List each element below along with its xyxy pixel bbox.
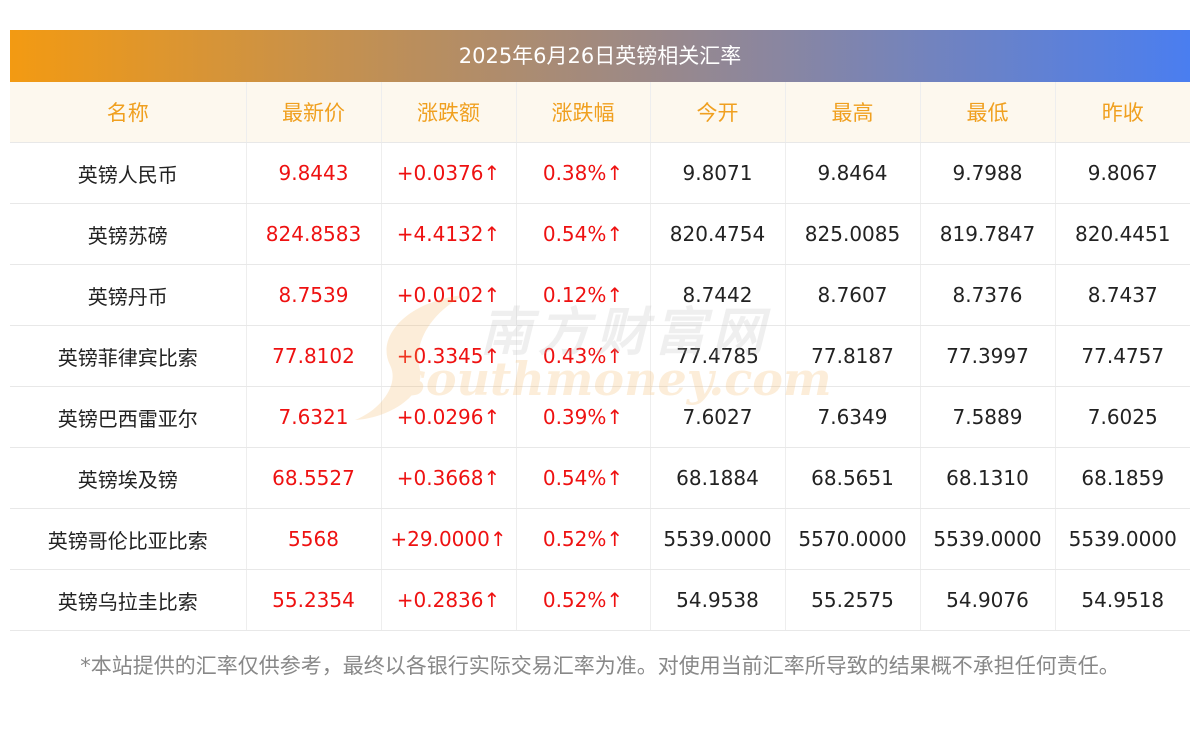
row-low: 54.9076 — [920, 569, 1056, 631]
row-low: 5539.0000 — [920, 508, 1056, 570]
row-change: +0.3345↑ — [381, 325, 517, 387]
row-pct: 0.52%↑ — [516, 569, 651, 631]
table-row: 英镑菲律宾比索 77.8102 +0.3345↑ 0.43%↑ 77.4785 … — [10, 325, 1190, 387]
row-change: +0.0102↑ — [381, 264, 517, 326]
row-high: 9.8464 — [785, 142, 921, 204]
row-pct: 0.38%↑ — [516, 142, 651, 204]
row-name: 英镑哥伦比亚比索 — [10, 508, 247, 570]
header-open: 今开 — [650, 82, 786, 143]
row-high: 55.2575 — [785, 569, 921, 631]
disclaimer: *本站提供的汇率仅供参考，最终以各银行实际交易汇率为准。对使用当前汇率所导致的结… — [80, 654, 1120, 678]
row-low: 68.1310 — [920, 447, 1056, 509]
row-latest: 68.5527 — [246, 447, 382, 509]
row-open: 54.9538 — [650, 569, 786, 631]
row-change: +0.0296↑ — [381, 386, 517, 448]
row-low: 819.7847 — [920, 203, 1056, 265]
table-row: 英镑埃及镑 68.5527 +0.3668↑ 0.54%↑ 68.1884 68… — [10, 447, 1190, 509]
row-high: 68.5651 — [785, 447, 921, 509]
row-change: +0.3668↑ — [381, 447, 517, 509]
row-open: 7.6027 — [650, 386, 786, 448]
row-name: 英镑人民币 — [10, 142, 247, 204]
row-name: 英镑埃及镑 — [10, 447, 247, 509]
row-prev: 820.4451 — [1055, 203, 1190, 265]
table-title: 2025年6月26日英镑相关汇率 — [10, 30, 1190, 82]
row-name: 英镑菲律宾比索 — [10, 325, 247, 387]
row-pct: 0.43%↑ — [516, 325, 651, 387]
row-prev: 5539.0000 — [1055, 508, 1190, 570]
header-pct: 涨跌幅 — [516, 82, 651, 143]
row-latest: 824.8583 — [246, 203, 382, 265]
row-latest: 7.6321 — [246, 386, 382, 448]
row-high: 825.0085 — [785, 203, 921, 265]
header-low: 最低 — [920, 82, 1056, 143]
row-latest: 55.2354 — [246, 569, 382, 631]
row-open: 9.8071 — [650, 142, 786, 204]
header-change: 涨跌额 — [381, 82, 517, 143]
row-change: +29.0000↑ — [381, 508, 517, 570]
row-high: 5570.0000 — [785, 508, 921, 570]
row-high: 8.7607 — [785, 264, 921, 326]
row-prev: 54.9518 — [1055, 569, 1190, 631]
row-pct: 0.39%↑ — [516, 386, 651, 448]
row-prev: 7.6025 — [1055, 386, 1190, 448]
row-latest: 9.8443 — [246, 142, 382, 204]
row-pct: 0.54%↑ — [516, 203, 651, 265]
row-low: 8.7376 — [920, 264, 1056, 326]
table-row: 英镑人民币 9.8443 +0.0376↑ 0.38%↑ 9.8071 9.84… — [10, 142, 1190, 204]
row-high: 77.8187 — [785, 325, 921, 387]
header-prev: 昨收 — [1055, 82, 1190, 143]
row-open: 820.4754 — [650, 203, 786, 265]
row-low: 9.7988 — [920, 142, 1056, 204]
row-change: +0.2836↑ — [381, 569, 517, 631]
table-row: 英镑丹币 8.7539 +0.0102↑ 0.12%↑ 8.7442 8.760… — [10, 264, 1190, 326]
row-prev: 68.1859 — [1055, 447, 1190, 509]
rates-card: 2025年6月26日英镑相关汇率 名称 最新价 涨跌额 涨跌幅 今开 最高 最低… — [10, 30, 1190, 631]
row-pct: 0.12%↑ — [516, 264, 651, 326]
row-high: 7.6349 — [785, 386, 921, 448]
row-name: 英镑乌拉圭比索 — [10, 569, 247, 631]
header-high: 最高 — [785, 82, 921, 143]
row-prev: 77.4757 — [1055, 325, 1190, 387]
row-open: 77.4785 — [650, 325, 786, 387]
row-prev: 9.8067 — [1055, 142, 1190, 204]
row-open: 5539.0000 — [650, 508, 786, 570]
table-row: 英镑巴西雷亚尔 7.6321 +0.0296↑ 0.39%↑ 7.6027 7.… — [10, 386, 1190, 448]
table-row: 英镑乌拉圭比索 55.2354 +0.2836↑ 0.52%↑ 54.9538 … — [10, 569, 1190, 631]
table-row: 英镑哥伦比亚比索 5568 +29.0000↑ 0.52%↑ 5539.0000… — [10, 508, 1190, 570]
row-open: 68.1884 — [650, 447, 786, 509]
row-name: 英镑丹币 — [10, 264, 247, 326]
row-low: 7.5889 — [920, 386, 1056, 448]
row-latest: 8.7539 — [246, 264, 382, 326]
row-latest: 77.8102 — [246, 325, 382, 387]
row-latest: 5568 — [246, 508, 382, 570]
row-change: +0.0376↑ — [381, 142, 517, 204]
row-name: 英镑苏磅 — [10, 203, 247, 265]
row-pct: 0.52%↑ — [516, 508, 651, 570]
row-prev: 8.7437 — [1055, 264, 1190, 326]
row-change: +4.4132↑ — [381, 203, 517, 265]
row-name: 英镑巴西雷亚尔 — [10, 386, 247, 448]
header-name: 名称 — [10, 82, 247, 143]
table-row: 英镑苏磅 824.8583 +4.4132↑ 0.54%↑ 820.4754 8… — [10, 203, 1190, 265]
row-open: 8.7442 — [650, 264, 786, 326]
rates-table: 名称 最新价 涨跌额 涨跌幅 今开 最高 最低 昨收 英镑人民币 9.8443 … — [10, 82, 1190, 631]
header-latest: 最新价 — [246, 82, 382, 143]
row-low: 77.3997 — [920, 325, 1056, 387]
table-header-row: 名称 最新价 涨跌额 涨跌幅 今开 最高 最低 昨收 — [10, 82, 1190, 143]
row-pct: 0.54%↑ — [516, 447, 651, 509]
